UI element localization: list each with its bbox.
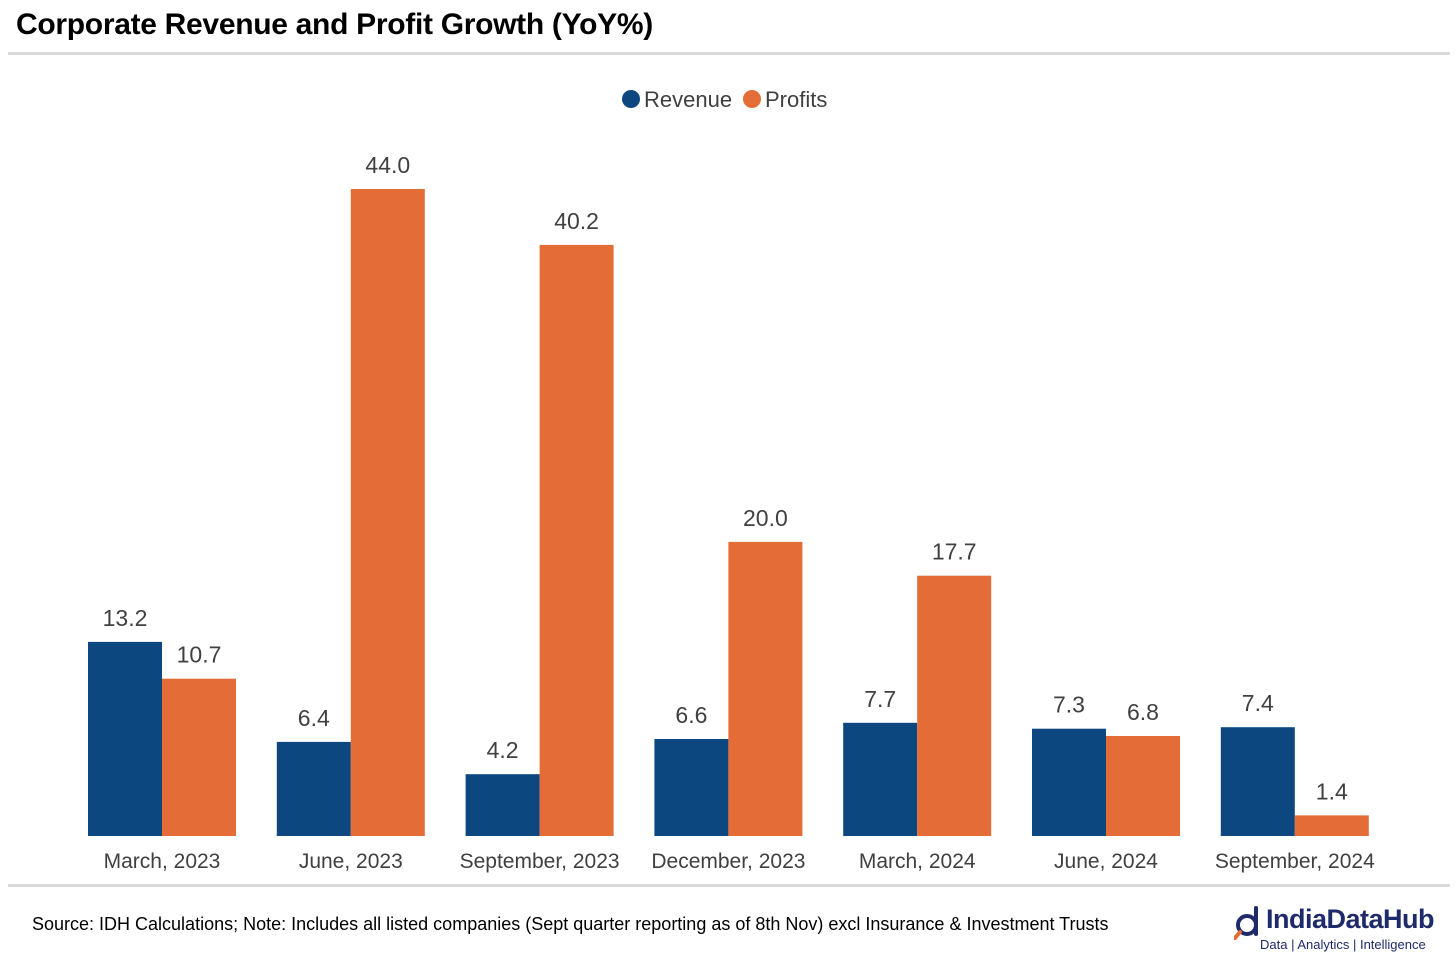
bar-revenue (1032, 728, 1106, 836)
bar-revenue (654, 739, 729, 836)
x-tick-label: September, 2023 (460, 850, 620, 873)
data-label-revenue: 7.7 (864, 686, 896, 712)
bar-profits (1106, 736, 1180, 836)
bar-revenue (843, 722, 918, 836)
brand-tagline: Data | Analytics | Intelligence (1260, 937, 1426, 952)
data-label-profits: 44.0 (365, 152, 410, 178)
magnifier-d-logo-icon (1234, 906, 1258, 940)
legend-label-profits: Profits (765, 87, 827, 112)
bar-profits (162, 678, 236, 836)
data-label-profits: 6.8 (1127, 699, 1159, 725)
legend: Revenue Profits (622, 87, 827, 112)
chart-title: Corporate Revenue and Profit Growth (YoY… (16, 8, 653, 41)
data-label-profits: 17.7 (932, 539, 977, 565)
data-label-revenue: 13.2 (103, 605, 148, 631)
bar-chart: Revenue Profits 13.2 10.7 6.4 44.0 4.2 40.2 6.6… (88, 87, 1375, 873)
brand-logo: IndiaDataHub Data | Analytics | Intellig… (1228, 900, 1448, 958)
bar-revenue (88, 641, 162, 836)
data-label-profits: 20.0 (743, 505, 788, 531)
bar-profits (1294, 815, 1369, 836)
bar-revenue (1220, 727, 1295, 836)
x-tick-label: March, 2023 (104, 850, 221, 873)
brand-name: IndiaDataHub (1266, 904, 1435, 934)
top-divider (8, 52, 1450, 55)
legend-label-revenue: Revenue (644, 87, 732, 112)
bar-revenue (276, 741, 351, 836)
x-tick-label: December, 2023 (651, 850, 805, 873)
legend-swatch-profits (743, 90, 761, 108)
data-labels: 13.2 10.7 6.4 44.0 4.2 40.2 6.6 20.0 7.7 17.7 7.3 6… (103, 152, 1348, 804)
bars (88, 189, 1369, 836)
bar-profits (917, 575, 992, 836)
x-tick-label: June, 2023 (299, 850, 403, 873)
category-labels: March, 2023 June, 2023 September, 2023 Dece… (104, 850, 1375, 873)
data-label-revenue: 6.4 (298, 705, 330, 731)
data-label-profits: 10.7 (177, 642, 222, 668)
data-label-profits: 40.2 (554, 208, 599, 234)
source-note: Source: IDH Calculations; Note: Includes… (32, 914, 1109, 934)
x-tick-label: March, 2024 (859, 850, 976, 873)
data-label-revenue: 7.4 (1242, 690, 1274, 716)
data-label-revenue: 7.3 (1053, 692, 1085, 718)
legend-swatch-revenue (622, 90, 640, 108)
x-tick-label: September, 2024 (1215, 850, 1375, 873)
x-tick-label: June, 2024 (1054, 850, 1158, 873)
bar-profits (539, 244, 614, 836)
data-label-revenue: 6.6 (675, 702, 707, 728)
data-label-profits: 1.4 (1316, 778, 1348, 804)
bar-profits (728, 541, 803, 836)
bar-revenue (465, 774, 540, 836)
data-label-revenue: 4.2 (487, 737, 519, 763)
bottom-divider (8, 884, 1450, 887)
bar-profits (350, 189, 425, 836)
